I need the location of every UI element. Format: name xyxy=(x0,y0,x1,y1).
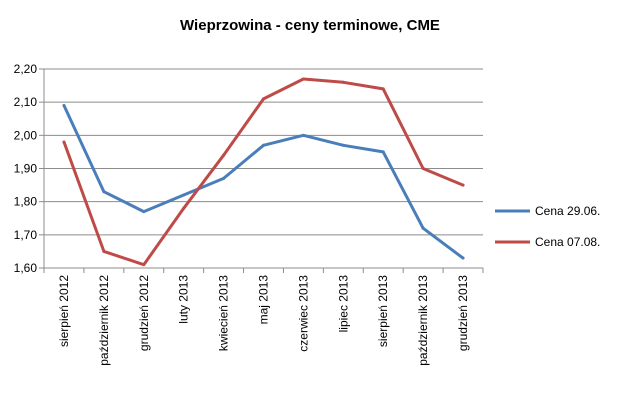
data-point xyxy=(301,133,305,137)
x-tick-label: maj 2013 xyxy=(257,275,271,325)
x-tick-label: kwiecień 2013 xyxy=(217,275,231,351)
y-tick-label: 2,00 xyxy=(14,128,38,142)
x-tick-label: sierpień 2012 xyxy=(57,275,71,347)
y-tick-label: 1,90 xyxy=(14,162,38,176)
x-tick-label: październik 2012 xyxy=(97,275,111,366)
data-point xyxy=(222,176,226,180)
y-tick-label: 2,20 xyxy=(14,62,38,76)
x-tick-label: grudzień 2013 xyxy=(456,275,470,351)
data-point xyxy=(421,226,425,230)
data-point xyxy=(341,80,345,84)
data-point xyxy=(182,206,186,210)
data-point xyxy=(381,150,385,154)
y-tick-label: 1,70 xyxy=(14,228,38,242)
data-point xyxy=(222,153,226,157)
data-point xyxy=(62,140,66,144)
data-point xyxy=(301,77,305,81)
axes xyxy=(39,68,484,273)
data-point xyxy=(461,183,465,187)
x-axis-tick-labels: sierpień 2012 październik 2012 grudzień 20… xyxy=(57,275,470,366)
legend-label: Cena 07.08. xyxy=(535,235,600,249)
data-point xyxy=(102,190,106,194)
chart-title: Wieprzowina - ceny terminowe, CME xyxy=(180,17,440,34)
legend-label: Cena 29.06. xyxy=(535,204,600,218)
data-point xyxy=(341,143,345,147)
x-tick-label: grudzień 2012 xyxy=(137,275,151,351)
x-tick-label: lipiec 2013 xyxy=(336,275,350,333)
data-point xyxy=(461,256,465,260)
y-tick-label: 2,10 xyxy=(14,95,38,109)
data-point xyxy=(182,193,186,197)
y-axis-tick-labels: 1,60 1,70 1,80 1,90 2,00 2,10 2,20 xyxy=(14,62,38,275)
series-lines xyxy=(62,77,465,267)
x-tick-label: czerwiec 2013 xyxy=(296,275,310,352)
data-point xyxy=(421,167,425,170)
gridlines xyxy=(44,68,483,236)
legend: Cena 29.06. Cena 07.08. xyxy=(495,204,600,249)
data-point xyxy=(62,103,66,107)
y-tick-label: 1,60 xyxy=(14,261,38,275)
data-point xyxy=(102,249,106,253)
data-point xyxy=(142,263,146,267)
data-point xyxy=(262,143,265,147)
data-point xyxy=(381,87,385,91)
x-tick-label: luty 2013 xyxy=(177,275,191,324)
x-tick-label: październik 2013 xyxy=(416,275,430,366)
data-point xyxy=(262,97,265,101)
data-point xyxy=(142,210,146,214)
y-tick-label: 1,80 xyxy=(14,195,38,209)
x-tick-label: sierpień 2013 xyxy=(376,275,390,347)
